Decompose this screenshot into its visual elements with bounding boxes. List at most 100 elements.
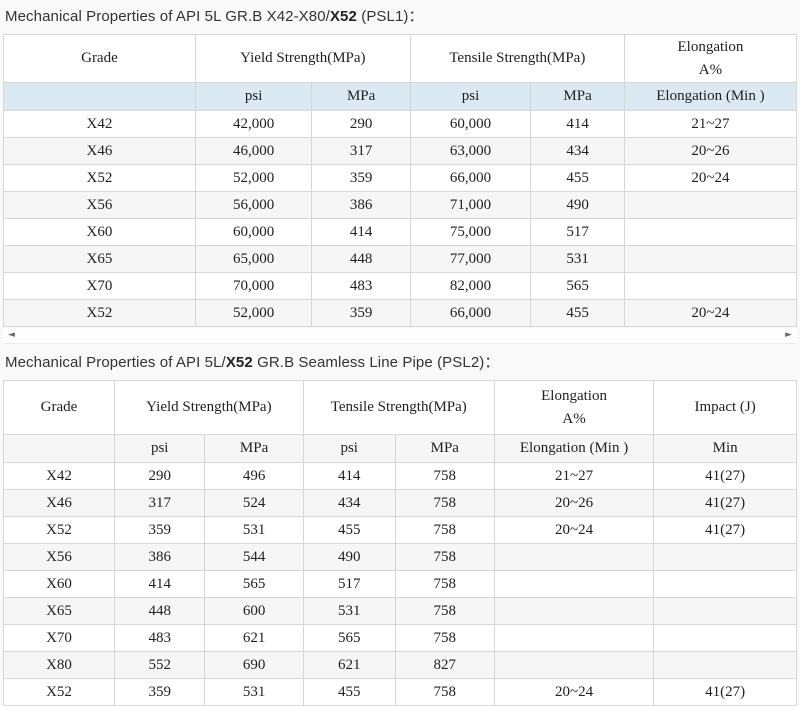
grade-cell: X46 [2, 489, 116, 517]
psl2-table: Grade Yield Strength(MPa) Tensile Streng… [2, 380, 797, 706]
table-row: X42 290 496 414 758 21~27 41(27) [2, 462, 797, 490]
cell [493, 543, 655, 571]
cell: 531 [530, 245, 625, 273]
psl1-title: Mechanical Properties of API 5L GR.B X42… [5, 7, 797, 27]
cell: 690 [204, 651, 304, 679]
cell: 455 [530, 299, 625, 327]
cell [623, 245, 798, 273]
cell [493, 597, 655, 625]
cell: 565 [204, 570, 304, 598]
cell: 455 [530, 164, 625, 192]
table-row: X46 46,000 317 63,000 434 20~26 [3, 137, 798, 165]
cell: 827 [394, 651, 495, 679]
cell: 290 [114, 462, 206, 490]
scroll-left-arrow-icon[interactable]: ◄ [8, 330, 15, 340]
cell: 455 [302, 678, 396, 706]
cell: 496 [204, 462, 304, 490]
table-row: X52 359 531 455 758 20~24 41(27) [2, 678, 797, 706]
psl2-title-suffix: GR.B Seamless Line Pipe (PSL2)： [252, 354, 500, 371]
psl2-title-prefix: Mechanical Properties of API 5L/ [5, 354, 226, 371]
cell: 758 [394, 570, 495, 598]
cell: 758 [394, 678, 495, 706]
grade-cell: X42 [2, 462, 116, 490]
cell: 52,000 [194, 299, 313, 327]
cell: 317 [114, 489, 206, 517]
table-row: X70 483 621 565 758 [2, 624, 797, 652]
table-row: X46 317 524 434 758 20~26 41(27) [2, 489, 797, 517]
cell: 524 [204, 489, 304, 517]
table-row: X80 552 690 621 827 [2, 651, 797, 679]
subheader-psi: psi [409, 82, 532, 111]
cell [493, 570, 655, 598]
grade-cell: X52 [2, 678, 116, 706]
cell: 65,000 [194, 245, 313, 273]
subheader-mpa: MPa [394, 434, 495, 463]
grade-cell: X70 [2, 624, 116, 652]
cell: 60,000 [194, 218, 313, 246]
grade-cell: X65 [2, 597, 116, 625]
psl2-title-bold-grade: X52 [225, 354, 253, 371]
grade-cell: X60 [2, 570, 116, 598]
cell: 414 [302, 462, 396, 490]
cell [653, 651, 797, 679]
cell: 20~24 [493, 516, 655, 544]
cell: 531 [204, 678, 304, 706]
cell: 42,000 [194, 110, 313, 138]
cell: 758 [394, 489, 495, 517]
cell: 41(27) [653, 678, 797, 706]
psl2-subheader-row: psi MPa psi MPa Elongation (Min ) Min [2, 434, 797, 463]
table-row: X52 359 531 455 758 20~24 41(27) [2, 516, 797, 544]
grade-cell: X60 [3, 218, 196, 246]
cell: 490 [302, 543, 396, 571]
cell: 621 [204, 624, 304, 652]
cell: 600 [204, 597, 304, 625]
scroll-right-arrow-icon[interactable]: ► [785, 330, 792, 340]
cell: 56,000 [194, 191, 313, 219]
cell: 290 [311, 110, 411, 138]
cell: 448 [311, 245, 411, 273]
cell: 20~24 [623, 164, 798, 192]
horizontal-scrollbar[interactable]: ◄ ► [3, 328, 797, 344]
grade-cell: X56 [2, 543, 116, 571]
cell: 359 [311, 164, 411, 192]
header-tensile-strength: Tensile Strength(MPa) [302, 380, 495, 435]
table-row: X65 448 600 531 758 [2, 597, 797, 625]
subheader-psi: psi [194, 82, 313, 111]
cell: 41(27) [653, 462, 797, 490]
grade-cell: X52 [3, 164, 196, 192]
subheader-elongation-min: Elongation (Min ) [493, 434, 655, 463]
psl1-title-suffix: (PSL1)： [356, 8, 424, 25]
cell: 552 [114, 651, 206, 679]
cell [493, 651, 655, 679]
cell: 77,000 [409, 245, 532, 273]
psl1-header-row: Grade Yield Strength(MPa) Tensile Streng… [3, 34, 798, 83]
header-elongation: Elongation A% [493, 380, 655, 435]
grade-cell: X70 [3, 272, 196, 300]
cell: 565 [302, 624, 396, 652]
psl1-table: Grade Yield Strength(MPa) Tensile Streng… [3, 34, 798, 327]
cell [653, 624, 797, 652]
table-row: X70 70,000 483 82,000 565 [3, 272, 798, 300]
cell [623, 272, 798, 300]
table-row: X60 414 565 517 758 [2, 570, 797, 598]
psl1-title-prefix: Mechanical Properties of API 5L GR.B X42… [5, 8, 330, 25]
cell: 20~26 [623, 137, 798, 165]
cell: 317 [311, 137, 411, 165]
header-elongation-line1: Elongation [677, 38, 744, 55]
cell: 531 [302, 597, 396, 625]
header-tensile-strength: Tensile Strength(MPa) [409, 34, 625, 83]
cell: 66,000 [409, 164, 532, 192]
cell [2, 434, 116, 463]
cell: 70,000 [194, 272, 313, 300]
scrollbar-track[interactable] [20, 328, 780, 343]
cell: 386 [311, 191, 411, 219]
subheader-mpa: MPa [530, 82, 625, 111]
cell: 483 [311, 272, 411, 300]
subheader-mpa: MPa [204, 434, 304, 463]
cell: 52,000 [194, 164, 313, 192]
grade-cell: X46 [3, 137, 196, 165]
cell: 20~26 [493, 489, 655, 517]
header-elongation-line2: A% [562, 410, 586, 427]
cell: 517 [302, 570, 396, 598]
